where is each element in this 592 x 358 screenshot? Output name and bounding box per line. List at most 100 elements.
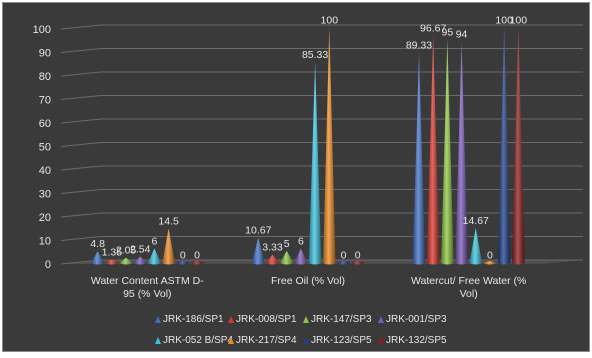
- legend-label: JRK-052 B/SP4: [163, 335, 233, 346]
- bar-jrk-132-sp5-1: [351, 261, 364, 265]
- y-tick-label: 0: [45, 259, 51, 271]
- y-tick-label: 10: [39, 236, 51, 248]
- bar-jrk-001-sp3-0: [134, 256, 147, 265]
- legend-item-jrk-008-sp1: JRK-008/SP1: [228, 314, 297, 325]
- bar-jrk-052-b-sp4-2: [469, 228, 482, 265]
- x-axis-categories: Water Content ASTM D-95 (% Vol) Free Oil …: [91, 275, 526, 300]
- bar-jrk-123-sp5-1: [337, 261, 350, 265]
- y-tick-label: 60: [39, 118, 51, 130]
- y-tick-label: 30: [39, 189, 51, 201]
- bar-jrk-008-sp1-2: [426, 35, 440, 265]
- bar-jrk-132-sp5-0: [190, 261, 204, 265]
- data-label: 1.35: [102, 246, 123, 258]
- x-category-label: Free Oil (% Vol): [271, 275, 345, 287]
- legend: JRK-186/SP1 JRK-008/SP1 JRK-147/SP3 JRK-001…: [155, 314, 447, 346]
- bar-jrk-123-sp5-2: [497, 27, 511, 265]
- y-axis-ticks: 0 10 20 30 40 50 60 70 80 90 100: [33, 24, 51, 271]
- data-label: 5: [284, 238, 290, 250]
- data-label: 0: [355, 250, 361, 262]
- data-label: 0: [487, 250, 493, 262]
- data-label: 14.5: [158, 215, 179, 227]
- data-label: 0: [194, 250, 200, 262]
- y-tick-label: 80: [39, 71, 51, 83]
- bar-jrk-217-sp4-1: [323, 27, 336, 265]
- legend-item-jrk-001-sp3: JRK-001/SP3: [378, 314, 447, 325]
- data-label: 95: [442, 26, 454, 38]
- legend-swatch: [155, 316, 161, 323]
- bar-jrk-217-sp4-2: [483, 261, 497, 265]
- bar-jrk-052-b-sp4-1: [308, 61, 322, 265]
- gridline: [60, 142, 583, 147]
- data-label: 6: [152, 235, 158, 247]
- legend-swatch: [155, 337, 161, 344]
- bar-jrk-186-sp1-0: [91, 251, 104, 265]
- legend-label: JRK-147/SP3: [311, 314, 372, 325]
- bar-jrk-147-sp3-1: [280, 250, 293, 265]
- legend-swatch: [378, 337, 384, 344]
- bar-jrk-186-sp1-1: [252, 237, 265, 265]
- data-label: 100: [495, 15, 513, 27]
- bar-jrk-147-sp3-0: [119, 257, 133, 265]
- x-category-label: Vol): [460, 288, 478, 300]
- legend-label: JRK-186/SP1: [163, 314, 224, 325]
- bar-jrk-217-sp4-0: [162, 228, 175, 265]
- y-tick-label: 20: [39, 212, 51, 224]
- legend-item-jrk-052-b-sp4: JRK-052 B/SP4: [155, 335, 233, 346]
- bar-jrk-132-sp5-2: [512, 27, 525, 265]
- data-label: 3.33: [262, 242, 283, 254]
- gridline: [60, 95, 583, 100]
- data-label: 96.67: [420, 22, 446, 34]
- legend-swatch: [378, 316, 384, 323]
- legend-item-jrk-132-sp5: JRK-132/SP5: [378, 335, 447, 346]
- y-tick-label: 90: [39, 48, 51, 60]
- data-label: 14.67: [463, 215, 489, 227]
- chart-area: 0 10 20 30 40 50 60 70 80 90 100 4.8 10.67 89.33 1.35…: [2, 2, 590, 352]
- bars: [91, 27, 525, 265]
- legend-label: JRK-132/SP5: [386, 335, 447, 346]
- legend-item-jrk-147-sp3: JRK-147/SP3: [303, 314, 372, 325]
- gridline: [60, 24, 583, 30]
- x-category-label: Water Content ASTM D-: [91, 275, 204, 287]
- data-label: 2.54: [130, 244, 151, 256]
- data-label: 10.67: [245, 224, 271, 236]
- bar-jrk-147-sp3-2: [441, 39, 454, 265]
- legend-swatch: [303, 337, 309, 344]
- data-label: 100: [321, 15, 339, 27]
- bar-jrk-001-sp3-1: [294, 248, 308, 265]
- bar-jrk-008-sp1-0: [105, 259, 119, 265]
- legend-swatch: [228, 337, 234, 344]
- gridline: [60, 71, 583, 77]
- x-category-label: Watercut/ Free Water (%: [411, 275, 526, 287]
- legend-swatch: [303, 316, 309, 323]
- bar-jrk-186-sp1-2: [412, 52, 426, 265]
- data-label: 0: [180, 250, 186, 262]
- legend-item-jrk-217-sp4: JRK-217/SP4: [228, 335, 297, 346]
- bar-jrk-123-sp5-0: [176, 261, 190, 265]
- gridline: [60, 48, 583, 53]
- y-tick-label: 40: [39, 165, 51, 177]
- legend-label: JRK-001/SP3: [386, 314, 447, 325]
- legend-item-jrk-186-sp1: JRK-186/SP1: [155, 314, 224, 325]
- gridline: [60, 165, 583, 171]
- data-label: 2.05: [116, 245, 137, 257]
- bar-jrk-008-sp1-1: [266, 254, 279, 265]
- data-label: 89.33: [406, 40, 432, 52]
- data-label: 4.8: [90, 238, 105, 250]
- legend-label: JRK-008/SP1: [236, 314, 297, 325]
- y-tick-label: 70: [39, 95, 51, 107]
- bar-jrk-052-b-sp4-0: [148, 248, 161, 265]
- y-tick-label: 50: [39, 142, 51, 154]
- legend-item-jrk-123-sp5: JRK-123/SP5: [303, 335, 372, 346]
- data-label: 100: [510, 15, 528, 27]
- data-label: 0: [341, 250, 347, 262]
- gridline: [60, 118, 583, 124]
- data-label: 85.33: [302, 49, 328, 61]
- y-tick-label: 100: [33, 24, 51, 36]
- x-category-label: 95 (% Vol): [123, 288, 171, 300]
- legend-label: JRK-123/SP5: [311, 335, 372, 346]
- data-label: 94: [456, 29, 468, 41]
- bar-jrk-001-sp3-2: [455, 41, 468, 265]
- data-label: 6: [298, 235, 304, 247]
